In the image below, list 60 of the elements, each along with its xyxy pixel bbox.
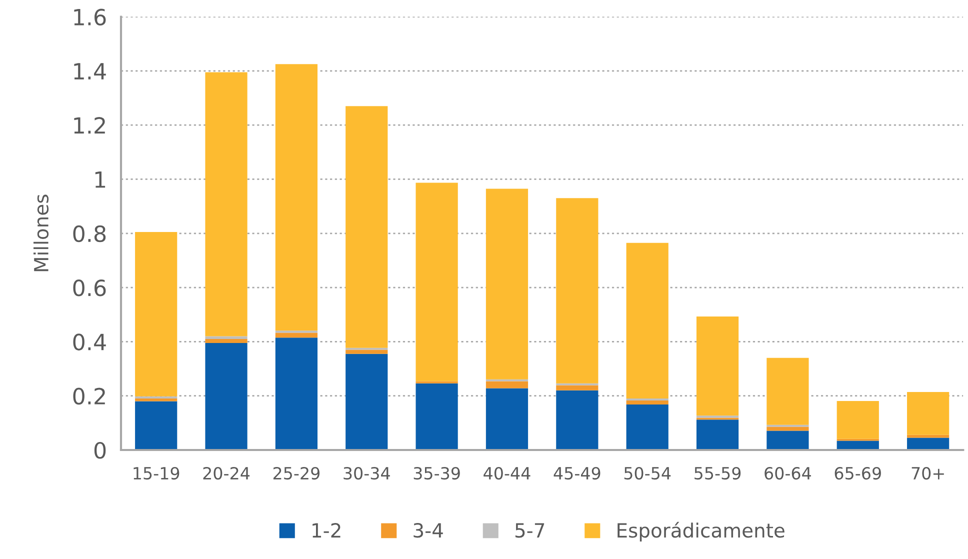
bar (275, 64, 318, 331)
x-tick-label: 70+ (912, 466, 944, 480)
bar (486, 381, 528, 388)
y-tick-label: 1.2 (74, 117, 105, 134)
bar (626, 400, 668, 405)
bar (135, 396, 178, 399)
bar (766, 358, 809, 425)
y-tick-label: 1.4 (74, 63, 106, 80)
x-tick-label: 20-24 (203, 466, 250, 480)
bar (135, 398, 178, 402)
bar (907, 434, 950, 438)
bar (275, 332, 318, 338)
bar (556, 198, 598, 384)
bar (766, 430, 809, 450)
bar (346, 354, 388, 450)
legend-label: 3-4 (414, 523, 443, 538)
y-tick-label: 0.6 (73, 279, 106, 296)
bar (626, 242, 668, 399)
x-tick-label: 60-64 (764, 466, 811, 480)
bar (907, 392, 950, 435)
legend-label: 1-2 (312, 523, 340, 538)
y-tick-label: 0 (94, 442, 106, 459)
y-tick-label: 1 (95, 171, 106, 188)
bar (907, 438, 950, 450)
y-tick-label: 0.4 (73, 334, 106, 350)
bar (205, 72, 248, 336)
legend-label: 5-7 (515, 523, 544, 538)
x-tick-label: 45-49 (554, 466, 600, 480)
bar (556, 385, 598, 390)
bar (766, 426, 809, 431)
x-tick-label: 65-69 (834, 466, 881, 480)
x-tick-label: 50-54 (624, 466, 671, 480)
bar (626, 404, 668, 450)
bar (416, 182, 458, 382)
bar (556, 390, 598, 450)
x-tick-label: 25-29 (273, 466, 320, 480)
y-tick-label: 0.2 (73, 388, 105, 405)
y-tick-label: 1.6 (74, 8, 106, 26)
y-axis-title: Millones (34, 194, 49, 272)
bar (205, 336, 248, 339)
bar (696, 420, 739, 450)
bar (416, 383, 458, 450)
x-tick-label: 15-19 (134, 466, 180, 480)
bar (486, 188, 528, 380)
bar (205, 338, 248, 344)
x-tick-label: 35-39 (414, 466, 460, 480)
x-tick-label: 30-34 (344, 466, 390, 480)
bar (486, 388, 528, 450)
x-tick-label: 55-59 (694, 466, 741, 480)
bar (275, 338, 318, 450)
y-tick-label: 0.8 (73, 225, 106, 242)
bar (205, 343, 248, 450)
bar (135, 232, 178, 396)
legend-label: Esporádicamente (618, 522, 784, 542)
bar (346, 350, 388, 354)
x-tick-label: 40-44 (484, 466, 530, 480)
bar (836, 400, 879, 439)
bar (696, 316, 739, 416)
bar (346, 106, 388, 348)
bar (135, 401, 178, 450)
